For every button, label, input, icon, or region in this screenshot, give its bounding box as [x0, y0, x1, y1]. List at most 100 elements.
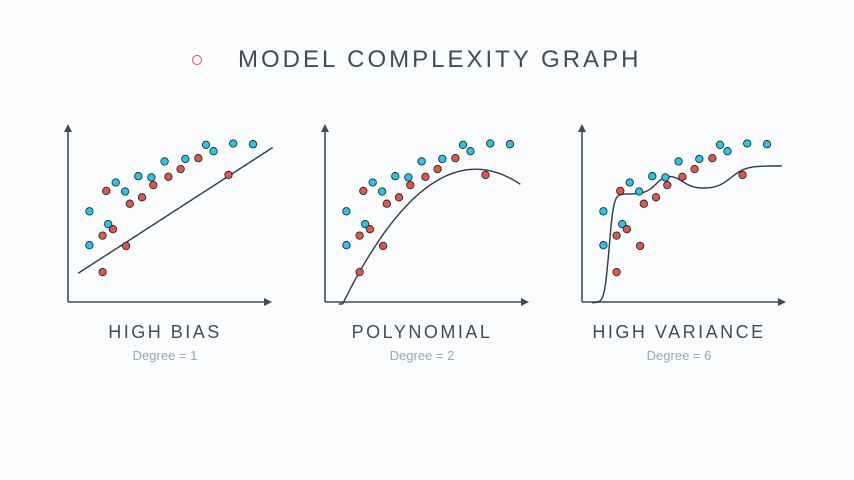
panel-label: HIGH BIAS: [108, 322, 222, 342]
red-point: [355, 267, 364, 277]
red-point: [678, 172, 687, 181]
panel-polynomial: POLYNOMIAL Degree = 2: [307, 120, 537, 370]
blue-point: [209, 147, 218, 156]
red-point: [194, 154, 203, 163]
red-point: [622, 225, 632, 234]
red-point: [651, 193, 661, 202]
blue-point: [505, 140, 515, 149]
red-point: [421, 172, 430, 181]
red-point: [708, 154, 717, 163]
red-point: [176, 164, 185, 174]
blue-point: [618, 219, 627, 229]
red-point: [125, 199, 134, 208]
panel-high-variance: HIGH VARIANCE Degree = 6: [564, 120, 794, 370]
x-axis-arrow-icon: [521, 298, 529, 306]
red-point: [639, 199, 648, 208]
red-point: [378, 241, 388, 251]
x-axis-arrow-icon: [264, 298, 272, 306]
high-bias-plot: [64, 124, 274, 306]
y-axis-arrow-icon: [64, 124, 72, 132]
red-point: [98, 231, 107, 240]
panel-label: HIGH VARIANCE: [592, 322, 766, 342]
panel-degree: Degree = 6: [646, 348, 712, 363]
fit-curve: [592, 165, 782, 304]
blue-point: [599, 241, 608, 250]
blue-point: [111, 178, 120, 187]
blue-point: [634, 187, 644, 196]
blue-point: [147, 173, 156, 182]
red-point: [108, 225, 118, 234]
red-point: [224, 170, 233, 180]
red-point: [102, 186, 111, 196]
blue-point: [342, 207, 351, 216]
blue-point: [181, 154, 190, 164]
blue-point: [229, 139, 238, 148]
blue-point: [404, 173, 413, 182]
blue-point: [486, 139, 495, 148]
blue-point: [599, 207, 608, 216]
blue-point: [723, 147, 732, 156]
red-point: [635, 241, 645, 251]
blue-point: [160, 157, 169, 166]
blue-point: [391, 172, 400, 181]
red-point: [355, 231, 364, 240]
blue-point: [715, 140, 725, 149]
red-point: [738, 170, 747, 180]
blue-point: [248, 140, 258, 149]
blue-point: [342, 241, 351, 250]
x-axis-arrow-icon: [778, 298, 786, 306]
blue-point: [368, 178, 377, 187]
blue-point: [85, 207, 94, 216]
red-point: [365, 225, 375, 234]
red-point: [382, 199, 391, 208]
y-axis-arrow-icon: [321, 124, 329, 132]
red-point: [451, 154, 460, 163]
blue-point: [377, 187, 387, 196]
panel-high-bias: HIGH BIAS Degree = 1: [50, 120, 280, 370]
red-point: [612, 267, 621, 277]
header: MODEL COMPLEXITY GRAPH: [0, 44, 854, 78]
axes: [578, 124, 786, 306]
panel-degree: Degree = 1: [132, 348, 198, 363]
blue-point: [648, 172, 657, 181]
red-point: [149, 180, 158, 190]
blue-point: [674, 157, 683, 166]
blue-point: [85, 241, 94, 250]
page-title: MODEL COMPLEXITY GRAPH: [238, 46, 642, 73]
red-point: [121, 241, 131, 251]
red-point: [481, 170, 490, 180]
blue-point: [661, 173, 670, 182]
blue-point: [762, 140, 772, 149]
high-variance-plot: [578, 124, 786, 306]
blue-point: [361, 219, 370, 229]
red-point: [137, 193, 147, 202]
blue-point: [120, 187, 130, 196]
red-point: [164, 172, 173, 181]
red-point: [406, 180, 415, 190]
red-point: [616, 186, 625, 196]
red-point: [98, 267, 107, 277]
red-point: [359, 186, 368, 196]
polynomial-plot: [321, 124, 529, 306]
red-point: [433, 164, 442, 174]
blue-point: [104, 219, 113, 229]
blue-point: [625, 178, 634, 187]
fit-curve: [338, 168, 521, 305]
blue-point: [695, 154, 704, 164]
blue-point: [743, 139, 752, 148]
blue-point: [134, 172, 143, 181]
blue-point: [417, 157, 426, 166]
blue-point: [438, 154, 447, 164]
axes: [321, 124, 529, 306]
blue-point: [458, 140, 468, 149]
red-point: [663, 180, 672, 190]
fit-curve: [77, 146, 274, 274]
panel-degree: Degree = 2: [389, 348, 455, 363]
axes: [64, 124, 272, 306]
red-point: [394, 193, 404, 202]
red-point: [690, 164, 699, 174]
red-point: [612, 231, 621, 240]
blue-point: [201, 140, 211, 149]
panel-label: POLYNOMIAL: [351, 322, 493, 342]
y-axis-arrow-icon: [578, 124, 586, 132]
